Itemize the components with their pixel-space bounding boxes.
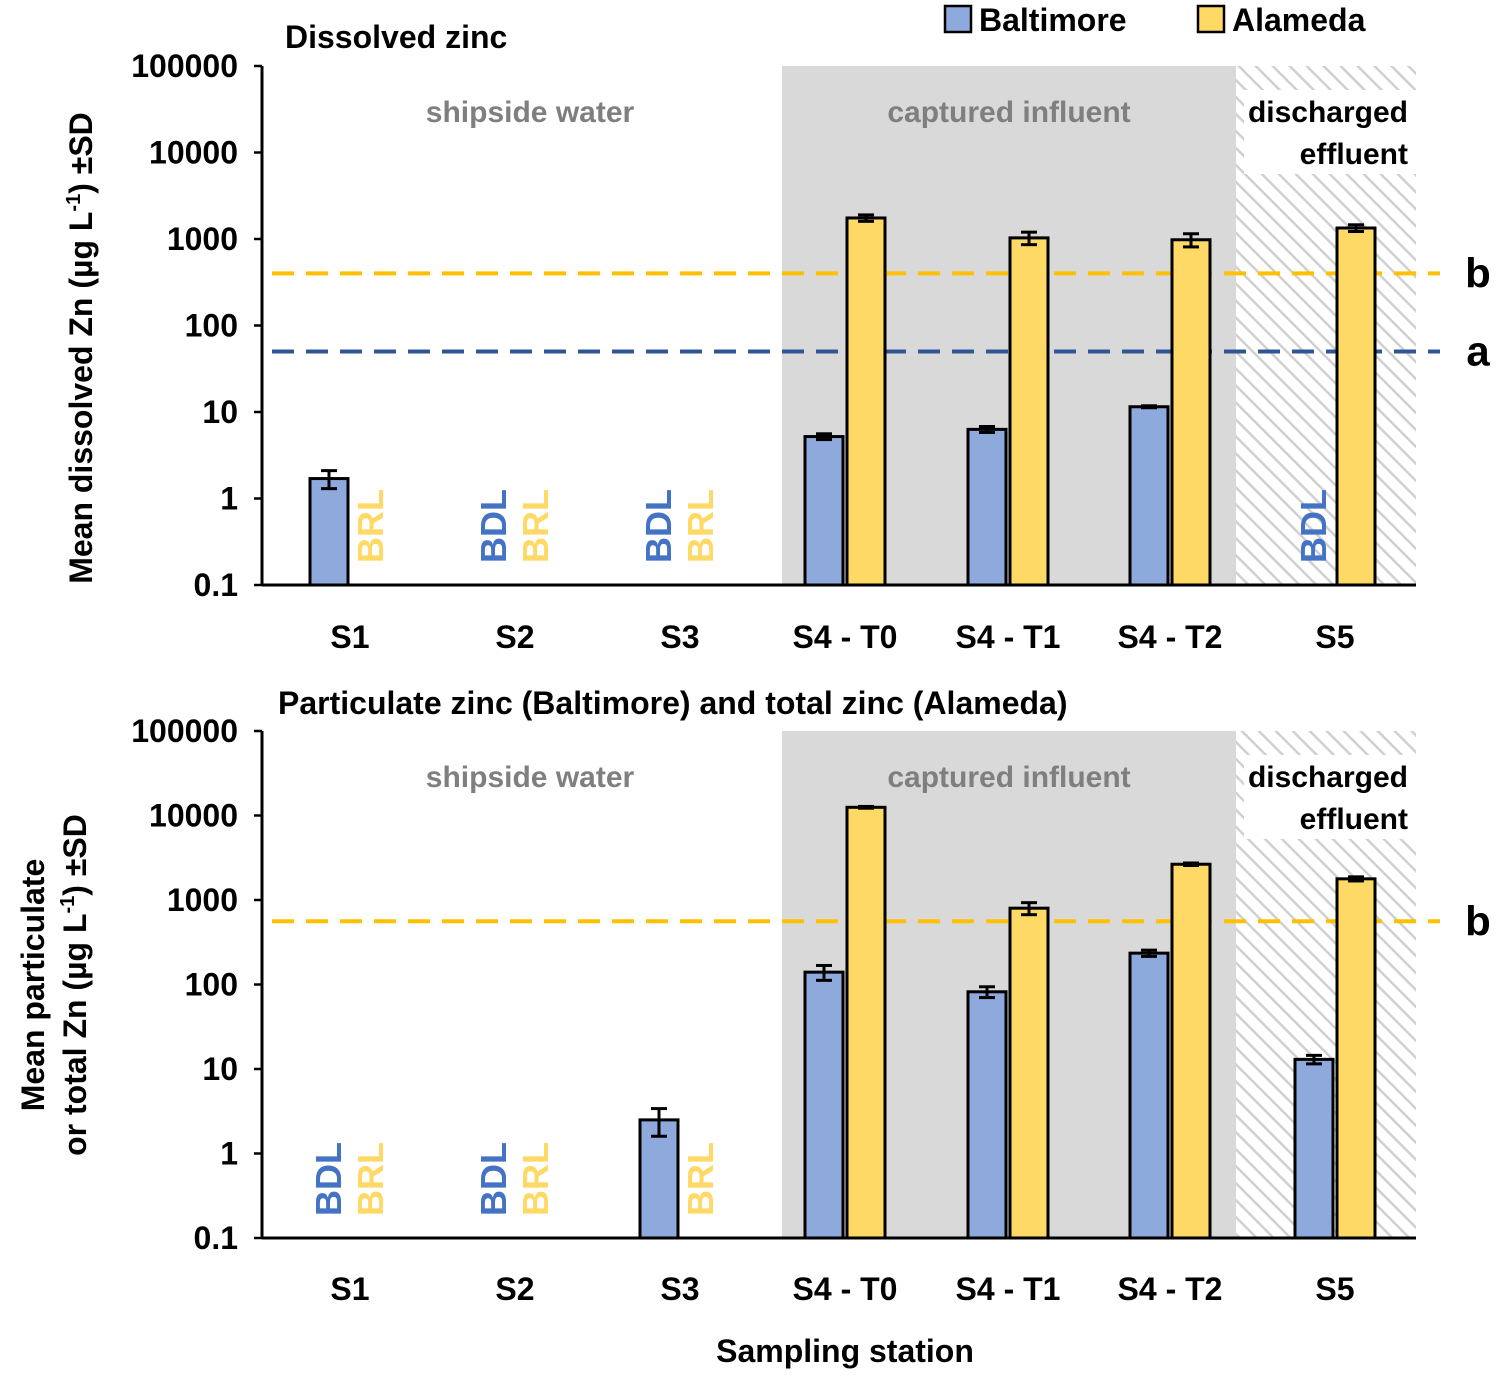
bar-alameda-s4-t1 <box>1008 906 1050 1240</box>
x-tick-label: S3 <box>660 619 699 655</box>
bar-baltimore-s1 <box>308 477 350 587</box>
legend-swatch-alameda <box>1196 4 1226 34</box>
reference-line-label-b: b <box>1465 249 1491 296</box>
region-label-discharged-1: discharged <box>1248 96 1408 129</box>
bar-alameda-s4-t2 <box>1170 238 1212 587</box>
flag-brl: BRL <box>680 489 721 563</box>
y-tick-label: 1 <box>220 481 238 517</box>
bar-baltimore-s4-t2 <box>1128 951 1170 1240</box>
x-tick-label: S2 <box>495 1271 534 1307</box>
flag-brl: BRL <box>350 1142 391 1216</box>
y-tick-label: 10 <box>202 1051 238 1087</box>
x-tick-label: S4 - T0 <box>793 619 898 655</box>
legend-label-alameda: Alameda <box>1232 2 1366 38</box>
bar-baltimore-s4-t2 <box>1128 405 1170 587</box>
flag-brl: BRL <box>350 489 391 563</box>
y-axis-label-dissolved: Mean dissolved Zn (µg L-1) ±SD <box>63 112 99 584</box>
region-label-discharged-2: effluent <box>1300 138 1408 171</box>
y-tick-label: 1 <box>220 1136 238 1172</box>
x-tick-label: S4 - T2 <box>1118 1271 1223 1307</box>
x-tick-label: S2 <box>495 619 534 655</box>
chart-title-dissolved: Dissolved zinc <box>285 19 507 55</box>
flag-bdl: BDL <box>1293 489 1334 563</box>
y-tick-label: 0.1 <box>194 1220 238 1256</box>
y-tick-label: 1000 <box>167 221 238 257</box>
x-tick-label: S4 - T0 <box>793 1271 898 1307</box>
reference-line-label-b: b <box>1465 897 1491 944</box>
flag-bdl: BDL <box>308 1142 349 1216</box>
region-label-captured: captured influent <box>887 761 1130 794</box>
flag-bdl: BDL <box>473 1142 514 1216</box>
region-label-discharged-1: discharged <box>1248 761 1408 794</box>
y-tick-label: 1000 <box>167 882 238 918</box>
y-tick-label: 100 <box>185 967 238 1003</box>
x-tick-label: S4 - T2 <box>1118 619 1223 655</box>
reference-line-label-a: a <box>1466 328 1490 375</box>
region-label-backdrop <box>1244 755 1416 839</box>
bar-baltimore-s4-t0 <box>803 435 845 587</box>
legend-swatch-baltimore <box>943 4 973 34</box>
region-label-shipside: shipside water <box>426 761 635 794</box>
y-tick-label: 100000 <box>131 713 238 749</box>
bar-baltimore-s4-t1 <box>966 427 1008 587</box>
bar-alameda-s4-t0 <box>845 216 887 587</box>
y-axis-label-particulate-line2: or total Zn (µg L-1) ±SD <box>57 814 93 1156</box>
bar-baltimore-s4-t0 <box>803 970 845 1240</box>
bar-baltimore-s4-t1 <box>966 990 1008 1240</box>
y-tick-label: 10 <box>202 394 238 430</box>
flag-bdl: BDL <box>638 489 679 563</box>
x-axis-title: Sampling station <box>716 1333 974 1369</box>
chart-title-particulate: Particulate zinc (Baltimore) and total z… <box>278 685 1067 721</box>
bar-baltimore-s3 <box>638 1118 680 1240</box>
bar-alameda-s5 <box>1335 226 1377 587</box>
x-tick-label: S5 <box>1315 1271 1354 1307</box>
legend-label-baltimore: Baltimore <box>979 2 1127 38</box>
region-label-shipside: shipside water <box>426 96 635 129</box>
x-tick-label: S4 - T1 <box>956 619 1061 655</box>
y-tick-label: 0.1 <box>194 567 238 603</box>
flag-bdl: BDL <box>473 489 514 563</box>
bar-alameda-s4-t2 <box>1170 862 1212 1240</box>
y-tick-label: 100000 <box>131 48 238 84</box>
y-tick-label: 100 <box>185 308 238 344</box>
panel-dissolved-zinc: shipside water captured influent discharge… <box>131 48 1491 655</box>
y-tick-label: 10000 <box>149 135 238 171</box>
bar-alameda-s4-t1 <box>1008 236 1050 587</box>
y-axis-label-particulate-line1: Mean particulate <box>15 859 51 1112</box>
bar-baltimore-s5 <box>1293 1057 1335 1240</box>
region-label-captured: captured influent <box>887 96 1130 129</box>
y-tick-label: 10000 <box>149 798 238 834</box>
x-tick-label: S1 <box>330 1271 369 1307</box>
region-label-backdrop <box>1244 90 1416 174</box>
x-tick-label: S1 <box>330 619 369 655</box>
region-label-discharged-2: effluent <box>1300 803 1408 836</box>
x-tick-label: S4 - T1 <box>956 1271 1061 1307</box>
flag-brl: BRL <box>515 1142 556 1216</box>
bar-alameda-s4-t0 <box>845 805 887 1240</box>
panel-particulate-total-zinc: shipside water captured influent discharge… <box>131 713 1491 1307</box>
flag-brl: BRL <box>515 489 556 563</box>
legend: Baltimore Alameda <box>943 2 1366 38</box>
x-tick-label: S3 <box>660 1271 699 1307</box>
flag-brl: BRL <box>680 1142 721 1216</box>
x-tick-label: S5 <box>1315 619 1354 655</box>
bar-alameda-s5 <box>1335 877 1377 1240</box>
